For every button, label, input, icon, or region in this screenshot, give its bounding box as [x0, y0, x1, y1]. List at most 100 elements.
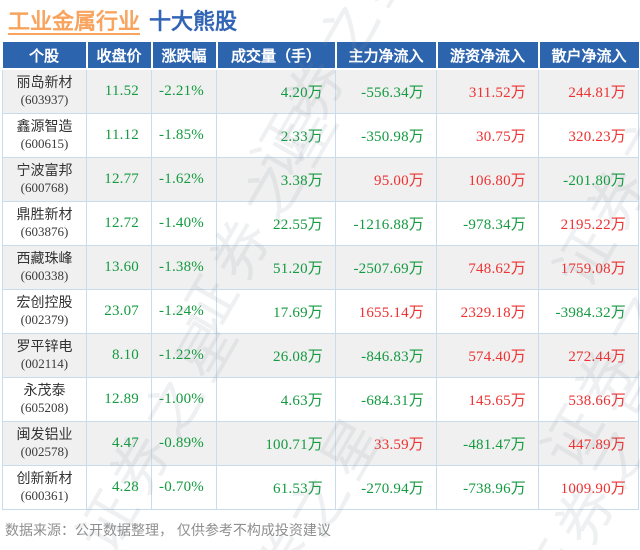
volume-cell: 4.20万	[216, 68, 336, 114]
speculative-net-inflow-cell: 311.52万	[436, 68, 539, 114]
close-price-cell: 23.07	[86, 288, 152, 334]
close-price-cell: 4.47	[86, 420, 152, 466]
speculative-net-inflow-cell: 574.40万	[436, 332, 539, 378]
retail-net-inflow-cell: 320.23万	[538, 112, 639, 158]
close-price-cell: 11.52	[86, 68, 152, 114]
table-row: 丽岛新材 (603937) 11.52 -2.21% 4.20万 -556.34万 311.…	[2, 68, 639, 114]
retail-net-inflow-cell: 447.89万	[538, 420, 639, 466]
retail-net-inflow-cell: -201.80万	[538, 156, 639, 202]
stock-code: (603937)	[20, 91, 69, 107]
change-percent-cell: -1.22%	[151, 332, 217, 378]
table-row: 创新新材 (600361) 4.28 -0.70% 61.53万 -270.94万 -738…	[2, 464, 639, 510]
close-price-cell: 4.28	[86, 464, 152, 510]
retail-net-inflow-cell: 244.81万	[538, 68, 639, 114]
change-percent-cell: -1.62%	[151, 156, 217, 202]
bear-stocks-table: 个股 收盘价 涨跌幅 成交量（手） 主力净流入 游资净流入 散户净流入 丽岛新材…	[2, 40, 639, 510]
main-net-inflow-cell: -556.34万	[335, 68, 437, 114]
stock-name: 西藏珠峰	[16, 250, 73, 267]
stock-name: 鼎胜新材	[16, 206, 73, 223]
retail-net-inflow-cell: 272.44万	[538, 332, 639, 378]
data-source-note: 数据来源：公开数据整理， 仅供参考不构成投资建议	[5, 522, 331, 538]
retail-net-inflow-cell: 1009.90万	[538, 464, 639, 510]
column-header-retail-net-inflow: 散户净流入	[537, 40, 639, 70]
stock-name: 丽岛新材	[16, 74, 73, 91]
bear-stocks-title: 十大熊股	[149, 9, 238, 34]
stock-cell: 丽岛新材 (603937)	[2, 68, 87, 114]
table-row: 闽发铝业 (002578) 4.47 -0.89% 100.71万 33.59万 -481.…	[2, 420, 639, 466]
close-price-cell: 12.89	[86, 376, 152, 422]
speculative-net-inflow-cell: 30.75万	[436, 112, 539, 158]
change-percent-cell: -2.21%	[151, 68, 217, 114]
stock-name: 宁波富邦	[16, 162, 73, 179]
retail-net-inflow-cell: 538.66万	[538, 376, 639, 422]
stock-name: 鑫源智造	[16, 118, 73, 135]
volume-cell: 100.71万	[216, 420, 336, 466]
stock-name: 罗平锌电	[16, 338, 73, 355]
volume-cell: 4.63万	[216, 376, 336, 422]
volume-cell: 3.38万	[216, 156, 336, 202]
table-row: 鑫源智造 (600615) 11.12 -1.85% 2.33万 -350.98万 30.7…	[2, 112, 639, 158]
volume-cell: 22.55万	[216, 200, 336, 246]
table-row: 西藏珠峰 (600338) 13.60 -1.38% 51.20万 -2507.69万 74…	[2, 244, 639, 290]
stock-code: (600615)	[20, 135, 69, 151]
table-row: 宁波富邦 (600768) 12.77 -1.62% 3.38万 95.00万 106.80…	[2, 156, 639, 202]
stock-cell: 创新新材 (600361)	[2, 464, 87, 510]
stock-cell: 永茂泰 (605208)	[2, 376, 87, 422]
stock-code: (600338)	[20, 267, 69, 283]
change-percent-cell: -1.85%	[151, 112, 217, 158]
speculative-net-inflow-cell: -978.34万	[436, 200, 539, 246]
speculative-net-inflow-cell: 2329.18万	[436, 288, 539, 334]
main-net-inflow-cell: -350.98万	[335, 112, 437, 158]
table-row: 鼎胜新材 (603876) 12.72 -1.40% 22.55万 -1216.88万 -9…	[2, 200, 639, 246]
speculative-net-inflow-cell: 106.80万	[436, 156, 539, 202]
stock-code: (002379)	[20, 311, 69, 327]
stock-cell: 西藏珠峰 (600338)	[2, 244, 87, 290]
speculative-net-inflow-cell: -738.96万	[436, 464, 539, 510]
change-percent-cell: -1.40%	[151, 200, 217, 246]
main-net-inflow-cell: -270.94万	[335, 464, 437, 510]
volume-cell: 2.33万	[216, 112, 336, 158]
stock-name: 宏创控股	[16, 294, 73, 311]
stock-cell: 罗平锌电 (002114)	[2, 332, 87, 378]
table-body: 丽岛新材 (603937) 11.52 -2.21% 4.20万 -556.34万 311.…	[2, 68, 639, 510]
close-price-cell: 8.10	[86, 332, 152, 378]
stock-name: 创新新材	[16, 470, 73, 487]
speculative-net-inflow-cell: -481.47万	[436, 420, 539, 466]
stock-code: (603876)	[20, 223, 69, 239]
retail-net-inflow-cell: 2195.22万	[538, 200, 639, 246]
column-header-close-price: 收盘价	[85, 40, 153, 70]
change-percent-cell: -1.38%	[151, 244, 217, 290]
close-price-cell: 12.72	[86, 200, 152, 246]
table-row: 罗平锌电 (002114) 8.10 -1.22% 26.08万 -846.83万 574.…	[2, 332, 639, 378]
column-header-speculative-net-inflow: 游资净流入	[435, 40, 540, 70]
main-net-inflow-cell: -684.31万	[335, 376, 437, 422]
change-percent-cell: -0.89%	[151, 420, 217, 466]
stock-code: (002114)	[20, 355, 69, 371]
volume-cell: 51.20万	[216, 244, 336, 290]
main-net-inflow-cell: -2507.69万	[335, 244, 437, 290]
close-price-cell: 11.12	[86, 112, 152, 158]
change-percent-cell: -1.24%	[151, 288, 217, 334]
stock-code: (600768)	[20, 179, 69, 195]
volume-cell: 61.53万	[216, 464, 336, 510]
main-net-inflow-cell: 33.59万	[335, 420, 437, 466]
close-price-cell: 13.60	[86, 244, 152, 290]
stock-name: 闽发铝业	[16, 426, 73, 443]
stock-code: (605208)	[20, 399, 69, 415]
industry-title: 工业金属行业	[8, 9, 141, 34]
speculative-net-inflow-cell: 748.62万	[436, 244, 539, 290]
table-header-row: 个股 收盘价 涨跌幅 成交量（手） 主力净流入 游资净流入 散户净流入	[2, 40, 639, 70]
page-title: 工业金属行业 十大熊股	[8, 4, 237, 36]
volume-cell: 17.69万	[216, 288, 336, 334]
column-header-stock: 个股	[2, 40, 88, 70]
volume-cell: 26.08万	[216, 332, 336, 378]
retail-net-inflow-cell: -3984.32万	[538, 288, 639, 334]
stock-cell: 鑫源智造 (600615)	[2, 112, 87, 158]
stock-cell: 闽发铝业 (002578)	[2, 420, 87, 466]
column-header-volume: 成交量（手）	[215, 40, 337, 70]
stock-cell: 宏创控股 (002379)	[2, 288, 87, 334]
main-net-inflow-cell: -1216.88万	[335, 200, 437, 246]
main-net-inflow-cell: 95.00万	[335, 156, 437, 202]
stock-cell: 鼎胜新材 (603876)	[2, 200, 87, 246]
